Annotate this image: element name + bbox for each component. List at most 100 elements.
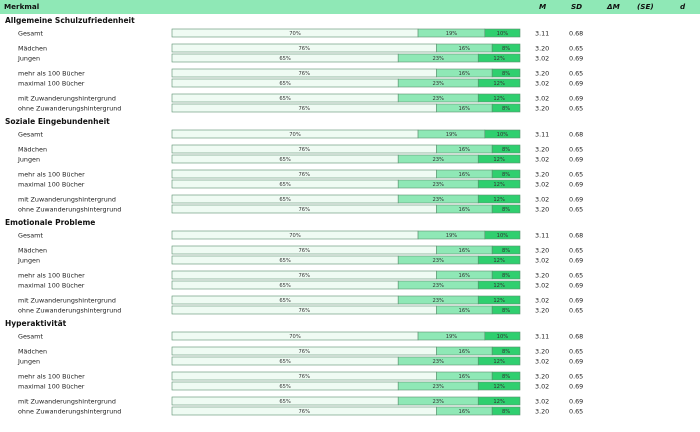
bar-segment <box>491 68 521 78</box>
value-sd: 0.69 <box>569 55 583 63</box>
value-sd: 0.65 <box>569 272 583 280</box>
value-sd: 0.65 <box>569 45 583 53</box>
bar-segment <box>491 204 521 214</box>
bar-segment <box>477 53 521 63</box>
value-m: 3.11 <box>535 232 549 240</box>
bar-segment-label: 16% <box>459 147 471 153</box>
bar-segment-label: 10% <box>497 233 509 239</box>
bar-segment <box>491 305 521 315</box>
section-title: Soziale Eingebundenheit <box>5 117 110 126</box>
bar-segment-label: 8% <box>502 409 510 415</box>
header-m: M <box>539 2 547 11</box>
bar-segment-label: 10% <box>497 132 509 138</box>
value-m: 3.02 <box>535 181 549 189</box>
bar-segment-label: 19% <box>446 334 458 340</box>
bar-segment <box>477 179 521 189</box>
bar-segment <box>484 230 521 240</box>
bar-segment-label: 65% <box>279 56 291 62</box>
value-sd: 0.69 <box>569 257 583 265</box>
value-sd: 0.68 <box>569 333 583 341</box>
bar-segment-label: 8% <box>502 308 510 314</box>
bar-segment-label: 76% <box>298 248 310 254</box>
value-m: 3.02 <box>535 297 549 305</box>
bar-segment-label: 19% <box>446 31 458 37</box>
bar-segment-label: 8% <box>502 46 510 52</box>
bar-segment-label: 76% <box>298 147 310 153</box>
bar-segment-label: 23% <box>432 157 444 163</box>
value-m: 3.11 <box>535 30 549 38</box>
value-m: 3.20 <box>535 105 549 113</box>
row-label: Mädchen <box>18 45 47 53</box>
value-m: 3.20 <box>535 408 549 416</box>
bar-segment-label: 76% <box>298 349 310 355</box>
value-m: 3.20 <box>535 307 549 315</box>
bar-segment <box>491 245 521 255</box>
bar-segment <box>477 255 521 265</box>
bar-segment-label: 23% <box>432 96 444 102</box>
bar-segment <box>491 371 521 381</box>
bar-segment-label: 23% <box>432 399 444 405</box>
value-sd: 0.68 <box>569 232 583 240</box>
bar-segment <box>484 331 521 341</box>
value-m: 3.20 <box>535 247 549 255</box>
bar-segment-label: 16% <box>459 409 471 415</box>
bar-segment-label: 12% <box>493 81 505 87</box>
bar-segment-label: 12% <box>493 182 505 188</box>
bar-segment-label: 8% <box>502 248 510 254</box>
bar-segment-label: 76% <box>298 71 310 77</box>
bar-segment-label: 65% <box>279 258 291 264</box>
row-label: Jungen <box>17 55 40 63</box>
value-m: 3.11 <box>535 131 549 139</box>
bar-segment-label: 76% <box>298 46 310 52</box>
bar-segment-label: 65% <box>279 283 291 289</box>
value-sd: 0.69 <box>569 156 583 164</box>
value-m: 3.20 <box>535 206 549 214</box>
bar-segment-label: 76% <box>298 172 310 178</box>
bar-segment-label: 23% <box>432 298 444 304</box>
row-label: mehr als 100 Bücher <box>18 373 85 381</box>
value-m: 3.02 <box>535 398 549 406</box>
bar-segment-label: 12% <box>493 197 505 203</box>
header-merkmal: Merkmal <box>4 2 40 11</box>
value-m: 3.02 <box>535 95 549 103</box>
value-sd: 0.69 <box>569 181 583 189</box>
row-label: Mädchen <box>18 146 47 154</box>
bar-segment-label: 65% <box>279 81 291 87</box>
row-label: maximal 100 Bücher <box>18 80 85 88</box>
bar-segment-label: 10% <box>497 334 509 340</box>
bar-segment-label: 65% <box>279 384 291 390</box>
bar-segment-label: 8% <box>502 349 510 355</box>
bar-segment <box>477 93 521 103</box>
bar-segment-label: 12% <box>493 298 505 304</box>
row-label: ohne Zuwanderungshintergrund <box>18 206 121 214</box>
bar-segment-label: 70% <box>289 31 301 37</box>
bar-segment-label: 65% <box>279 298 291 304</box>
value-m: 3.20 <box>535 171 549 179</box>
value-sd: 0.68 <box>569 131 583 139</box>
header-d: d <box>680 2 686 11</box>
value-sd: 0.65 <box>569 105 583 113</box>
value-sd: 0.65 <box>569 206 583 214</box>
value-sd: 0.65 <box>569 70 583 78</box>
bar-segment <box>477 194 521 204</box>
bar-segment-label: 23% <box>432 258 444 264</box>
bar-segment <box>484 129 521 139</box>
bar-segment-label: 76% <box>298 273 310 279</box>
bar-segment-label: 16% <box>459 374 471 380</box>
bar-segment-label: 23% <box>432 81 444 87</box>
bar-segment-label: 19% <box>446 233 458 239</box>
value-m: 3.20 <box>535 45 549 53</box>
bar-segment-label: 12% <box>493 56 505 62</box>
bar-segment-label: 23% <box>432 283 444 289</box>
bar-segment-label: 65% <box>279 96 291 102</box>
bar-segment-label: 12% <box>493 258 505 264</box>
row-label: mit Zuwanderungshintergrund <box>18 398 116 406</box>
bar-segment-label: 8% <box>502 374 510 380</box>
bar-segment-label: 8% <box>502 273 510 279</box>
value-m: 3.02 <box>535 80 549 88</box>
row-label: maximal 100 Bücher <box>18 383 85 391</box>
bar-segment-label: 16% <box>459 308 471 314</box>
value-m: 3.11 <box>535 333 549 341</box>
value-sd: 0.65 <box>569 408 583 416</box>
